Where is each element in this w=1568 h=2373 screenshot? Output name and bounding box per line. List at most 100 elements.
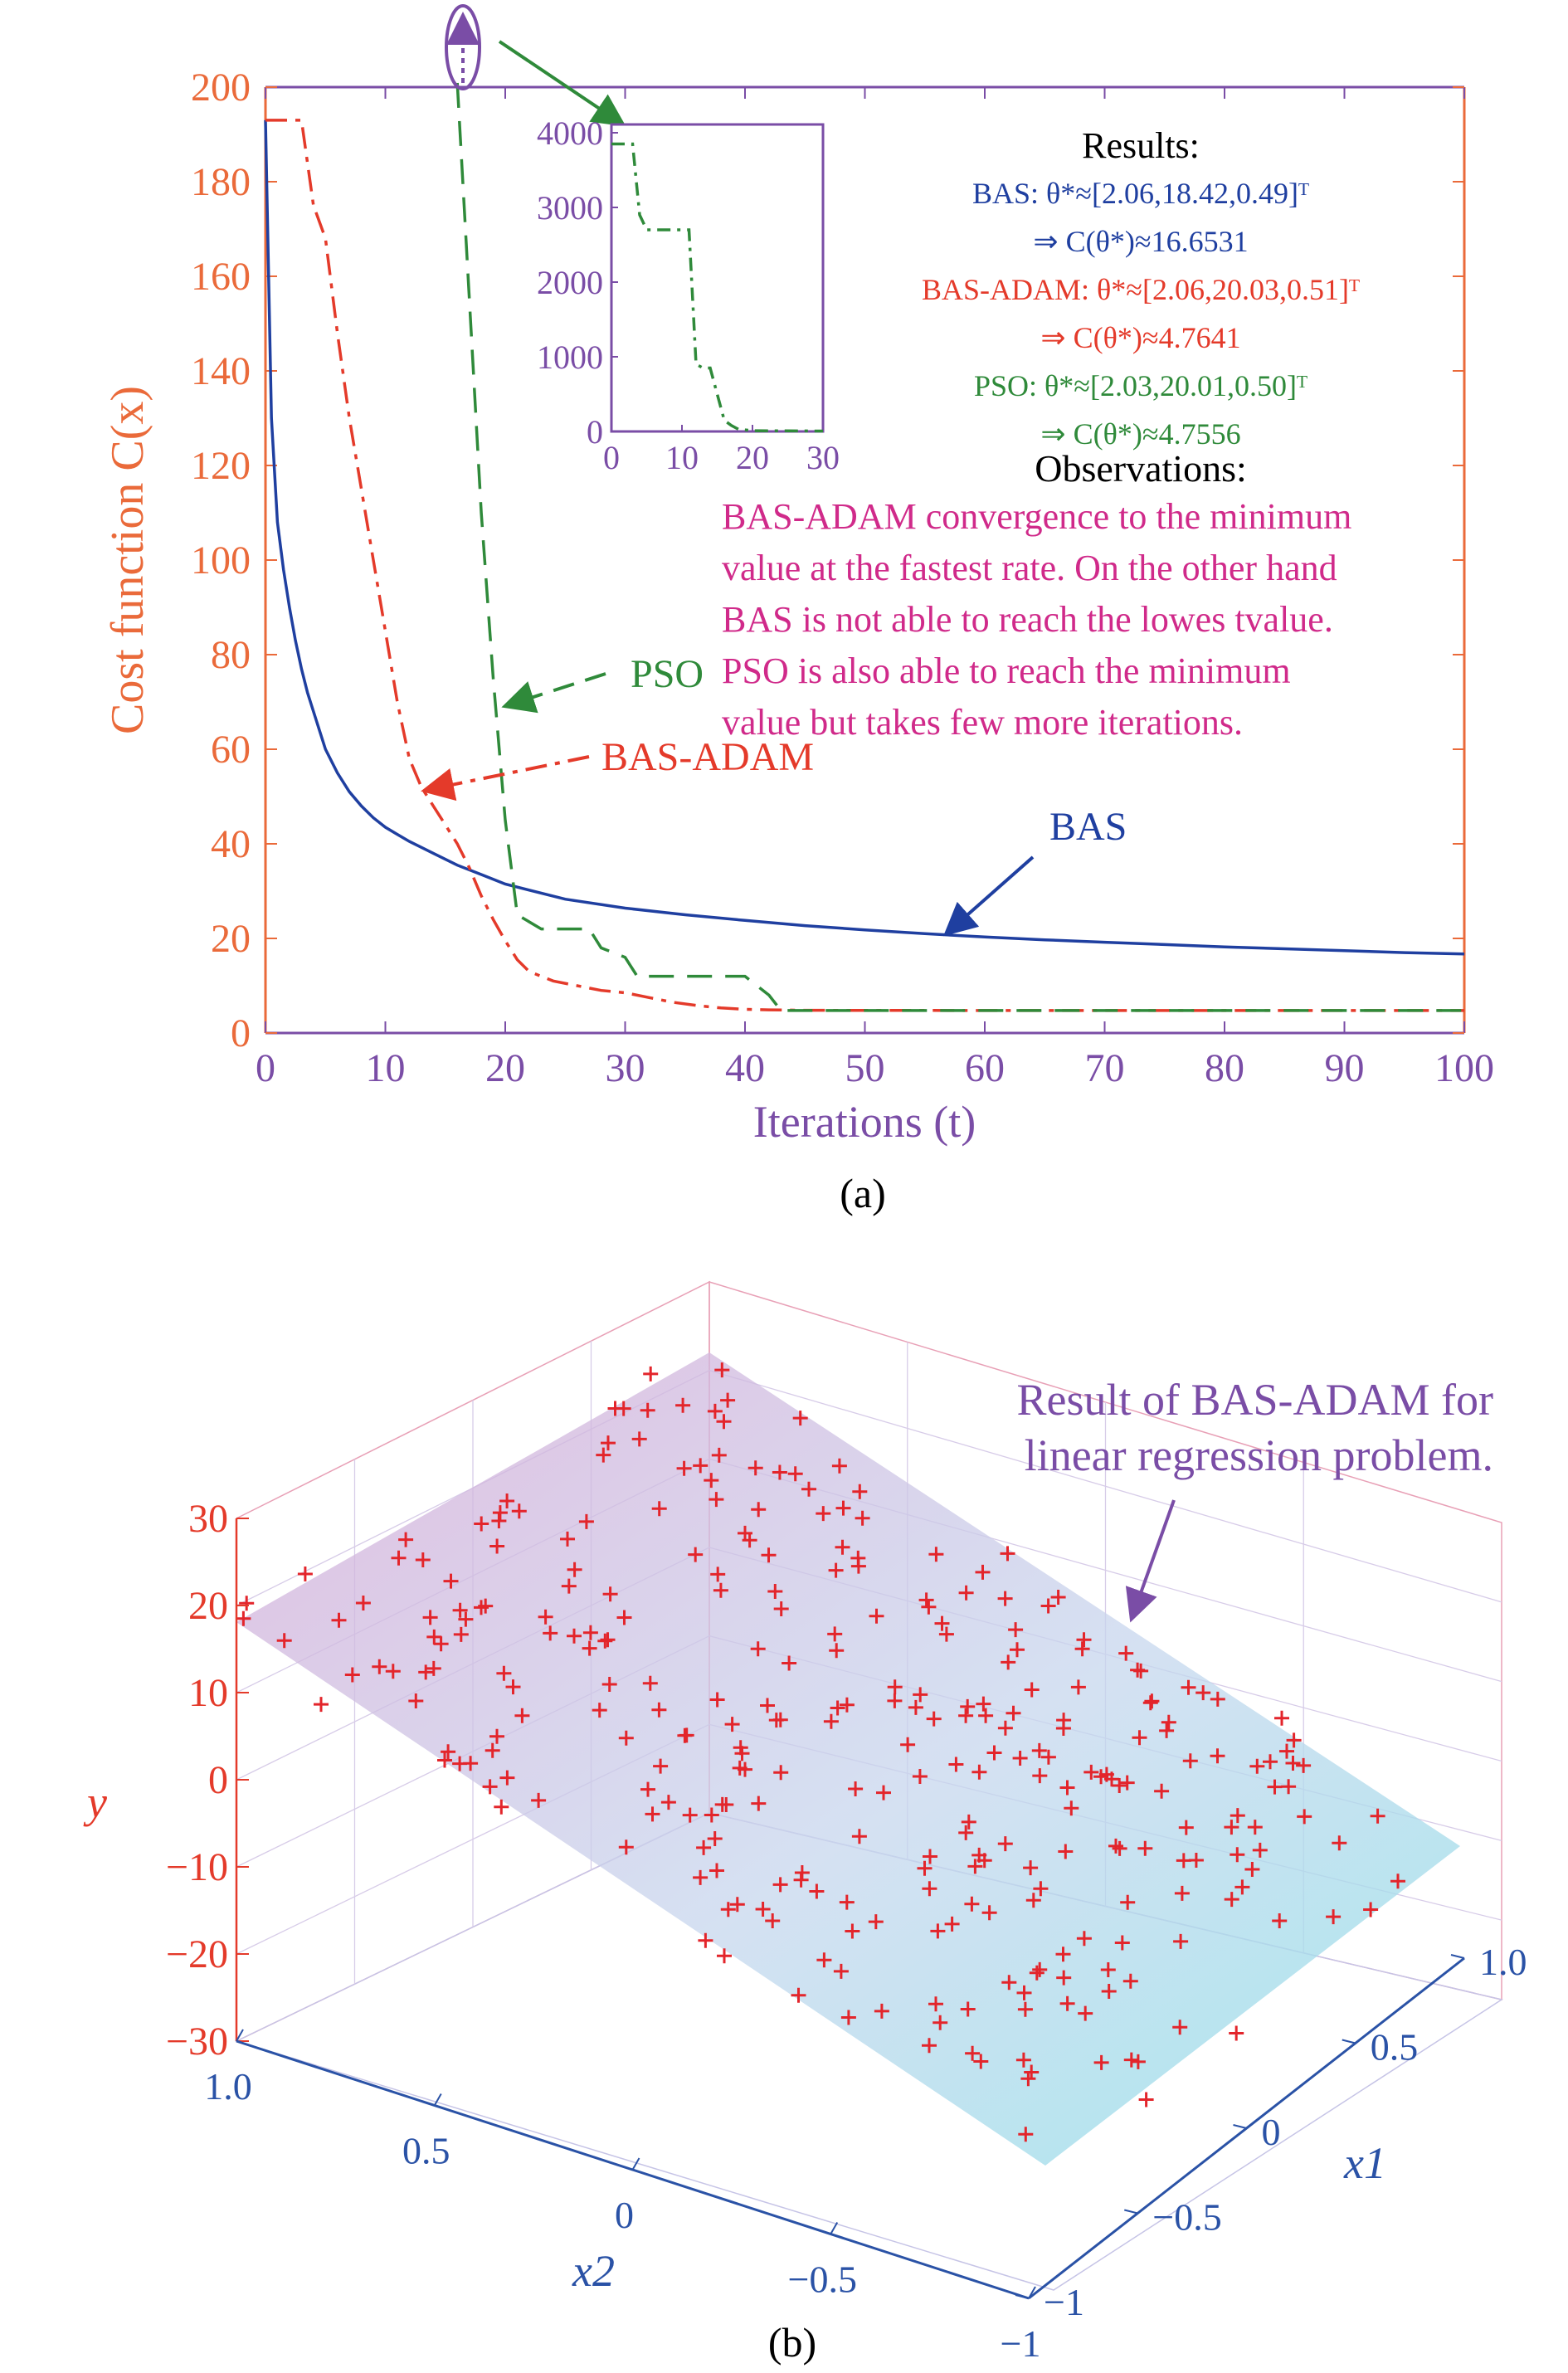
y-tick: 80 bbox=[211, 633, 1464, 677]
data-point bbox=[1093, 1769, 1109, 1785]
data-point bbox=[921, 1599, 937, 1615]
data-point bbox=[1023, 1860, 1039, 1876]
data-point bbox=[869, 1608, 884, 1624]
panel-a-label: (a) bbox=[840, 1170, 886, 1216]
data-point bbox=[1137, 1840, 1153, 1856]
data-point bbox=[704, 1473, 719, 1489]
data-point bbox=[1229, 2025, 1244, 2041]
data-point bbox=[887, 1693, 903, 1708]
y-tick: 120 bbox=[191, 444, 1464, 488]
inset-x-tick-label: 10 bbox=[665, 439, 699, 476]
data-point bbox=[514, 1708, 530, 1723]
bas-adam-annotation-arrow bbox=[421, 755, 590, 802]
data-point bbox=[787, 1466, 803, 1482]
x1-tick bbox=[1015, 2294, 1030, 2299]
data-point bbox=[718, 1797, 734, 1812]
data-point bbox=[561, 1578, 577, 1594]
data-point bbox=[1195, 1685, 1211, 1701]
data-point bbox=[496, 1665, 512, 1681]
data-point bbox=[1118, 1645, 1134, 1661]
data-point bbox=[930, 1923, 946, 1939]
data-point bbox=[773, 1765, 789, 1781]
data-point bbox=[696, 1839, 712, 1855]
data-point bbox=[835, 1500, 851, 1516]
data-point bbox=[505, 1679, 521, 1695]
data-point bbox=[917, 1860, 933, 1876]
x-tick: 70 bbox=[1085, 87, 1125, 1090]
data-point bbox=[997, 1836, 1013, 1852]
data-point bbox=[1142, 1695, 1158, 1711]
data-point bbox=[971, 1764, 987, 1780]
data-point bbox=[653, 1758, 669, 1774]
pso-annotation: PSO bbox=[631, 652, 704, 696]
data-point bbox=[767, 1584, 783, 1599]
z-tick-label: −10 bbox=[166, 1845, 228, 1889]
data-point bbox=[1055, 1721, 1071, 1736]
data-point bbox=[1122, 1973, 1138, 1989]
data-point bbox=[1279, 1743, 1294, 1759]
data-point bbox=[344, 1667, 360, 1683]
results-heading: Results: bbox=[1082, 125, 1200, 166]
inset-x-tick-label: 20 bbox=[736, 439, 769, 476]
data-point bbox=[997, 1591, 1013, 1606]
data-point bbox=[415, 1552, 431, 1567]
data-point bbox=[958, 1585, 974, 1601]
data-point bbox=[874, 2003, 889, 2019]
data-point bbox=[693, 1869, 709, 1885]
data-point bbox=[1224, 1820, 1239, 1835]
data-point bbox=[973, 2054, 989, 2069]
data-point bbox=[855, 1510, 870, 1526]
y-tick-label: 60 bbox=[211, 728, 251, 772]
z-tick-label: 10 bbox=[188, 1671, 228, 1715]
data-point bbox=[923, 1849, 937, 1864]
x-axis-title: Iterations (t) bbox=[753, 1097, 976, 1147]
data-point bbox=[958, 1825, 974, 1840]
data-point bbox=[852, 1484, 868, 1499]
data-point bbox=[934, 1615, 950, 1631]
data-point bbox=[1018, 2127, 1034, 2142]
data-point bbox=[1267, 1779, 1283, 1795]
x-tick-label: 40 bbox=[725, 1046, 765, 1090]
data-point bbox=[828, 1562, 844, 1578]
series-line-bas bbox=[264, 119, 1465, 956]
x-tick: 100 bbox=[1434, 87, 1494, 1090]
data-point bbox=[1130, 1662, 1146, 1678]
data-point bbox=[760, 1698, 775, 1713]
panel-b: 30 20 10 0 −10 −20 −30 y 1.0 0.5 0 −0.5 −1 x2 −1 −0… bbox=[83, 1280, 1527, 2366]
data-point bbox=[1024, 1682, 1040, 1698]
data-point bbox=[713, 1582, 728, 1598]
z-ticks: 30 20 10 0 −10 −20 −30 bbox=[166, 1497, 249, 2064]
data-point bbox=[926, 1711, 942, 1727]
data-point bbox=[1070, 1679, 1086, 1695]
pso-annotation-arrow bbox=[501, 672, 606, 714]
results-line: ⇒ C(θ*)≈4.7641 bbox=[1040, 321, 1240, 354]
data-point bbox=[948, 1757, 964, 1772]
inset-y-ticks: 0 1000 2000 3000 4000 bbox=[537, 115, 618, 451]
x1-ticks: −1 −0.5 0 0.5 1.0 bbox=[1015, 1941, 1527, 2323]
data-point bbox=[976, 1853, 992, 1869]
data-point bbox=[1017, 2001, 1033, 2017]
observation-line: value but takes few more iterations. bbox=[722, 702, 1243, 743]
y-tick-label: 180 bbox=[191, 160, 251, 204]
inset-x-tick-label: 0 bbox=[603, 439, 620, 476]
x-tick-label: 10 bbox=[366, 1046, 406, 1090]
data-point bbox=[851, 1829, 867, 1844]
data-point bbox=[651, 1702, 667, 1718]
data-point bbox=[900, 1737, 916, 1752]
data-point bbox=[499, 1493, 515, 1508]
data-point bbox=[538, 1609, 553, 1625]
observations-heading: Observations: bbox=[1035, 447, 1247, 490]
data-point bbox=[1210, 1691, 1225, 1707]
x1-tick bbox=[1233, 2124, 1247, 2129]
x1-tick-label: −0.5 bbox=[1152, 2196, 1221, 2239]
y-tick-label: 0 bbox=[231, 1011, 251, 1055]
data-point bbox=[850, 1558, 866, 1574]
data-point bbox=[711, 1447, 727, 1463]
data-point bbox=[816, 1952, 832, 1968]
x1-tick bbox=[1342, 2039, 1356, 2044]
data-point bbox=[978, 1708, 994, 1723]
x-tick-label: 50 bbox=[845, 1046, 885, 1090]
data-point bbox=[918, 1592, 934, 1608]
data-point bbox=[601, 1677, 617, 1692]
